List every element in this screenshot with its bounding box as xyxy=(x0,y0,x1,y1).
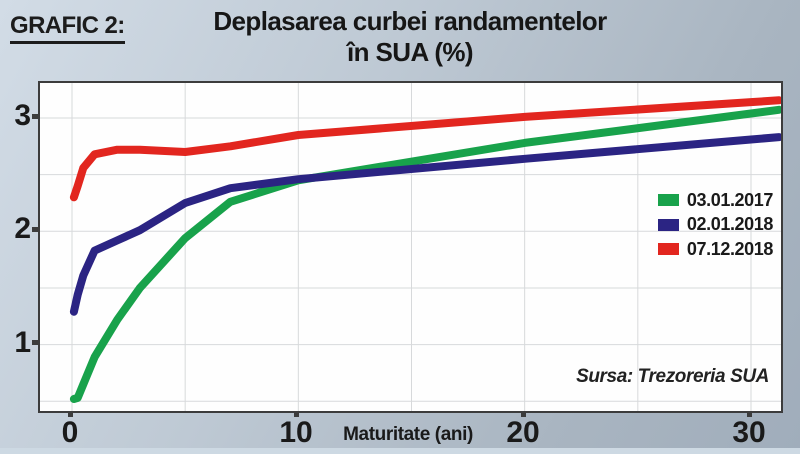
legend-item-2017: 03.01.2017 xyxy=(657,188,773,213)
x-axis-label-20: 20 xyxy=(506,416,540,449)
x-axis-label-10: 10 xyxy=(279,416,313,449)
legend-swatch-red xyxy=(657,243,679,256)
x-axis-label-0: 0 xyxy=(61,416,79,449)
y-axis-label-1: 1 xyxy=(14,326,31,359)
chart-title-line1: Deplasarea curbei randamentelor xyxy=(213,6,607,36)
plot-area: 03.01.2017 02.01.2018 07.12.2018 Sursa: … xyxy=(38,81,783,413)
bottom-edge-highlight xyxy=(0,448,800,454)
x-tick-20 xyxy=(521,411,526,417)
legend-label-2017: 03.01.2017 xyxy=(686,189,773,210)
chart-title: Deplasarea curbei randamentelor în SUA (… xyxy=(40,6,780,68)
legend-swatch-green xyxy=(657,194,679,207)
legend: 03.01.2017 02.01.2018 07.12.2018 xyxy=(657,188,773,262)
series-line-0 xyxy=(69,105,781,403)
chart-title-line2: în SUA (%) xyxy=(347,37,474,67)
series-line-1 xyxy=(69,133,781,316)
source-note: Sursa: Trezoreria SUA xyxy=(576,366,769,387)
x-tick-10 xyxy=(294,411,299,417)
y-axis-label-3: 3 xyxy=(14,99,31,132)
x-axis-label-30: 30 xyxy=(732,416,766,449)
yield-curves-svg xyxy=(40,83,781,411)
x-tick-30 xyxy=(747,411,752,417)
series-line-2 xyxy=(69,96,781,202)
legend-item-jan-2018: 02.01.2018 xyxy=(657,213,773,238)
legend-swatch-navy xyxy=(657,218,679,231)
x-axis-title: Maturitate (ani) xyxy=(343,424,473,445)
x-tick-0 xyxy=(68,411,73,417)
y-tick-3 xyxy=(32,114,39,119)
legend-item-dec-2018: 07.12.2018 xyxy=(657,237,773,262)
y-tick-2 xyxy=(32,227,39,232)
grafic-number-label: GRAFIC 2: xyxy=(10,12,125,44)
y-axis-label-2: 2 xyxy=(14,212,31,245)
legend-label-jan-2018: 02.01.2018 xyxy=(686,214,773,235)
y-tick-1 xyxy=(32,340,39,345)
legend-label-dec-2018: 07.12.2018 xyxy=(686,238,773,259)
